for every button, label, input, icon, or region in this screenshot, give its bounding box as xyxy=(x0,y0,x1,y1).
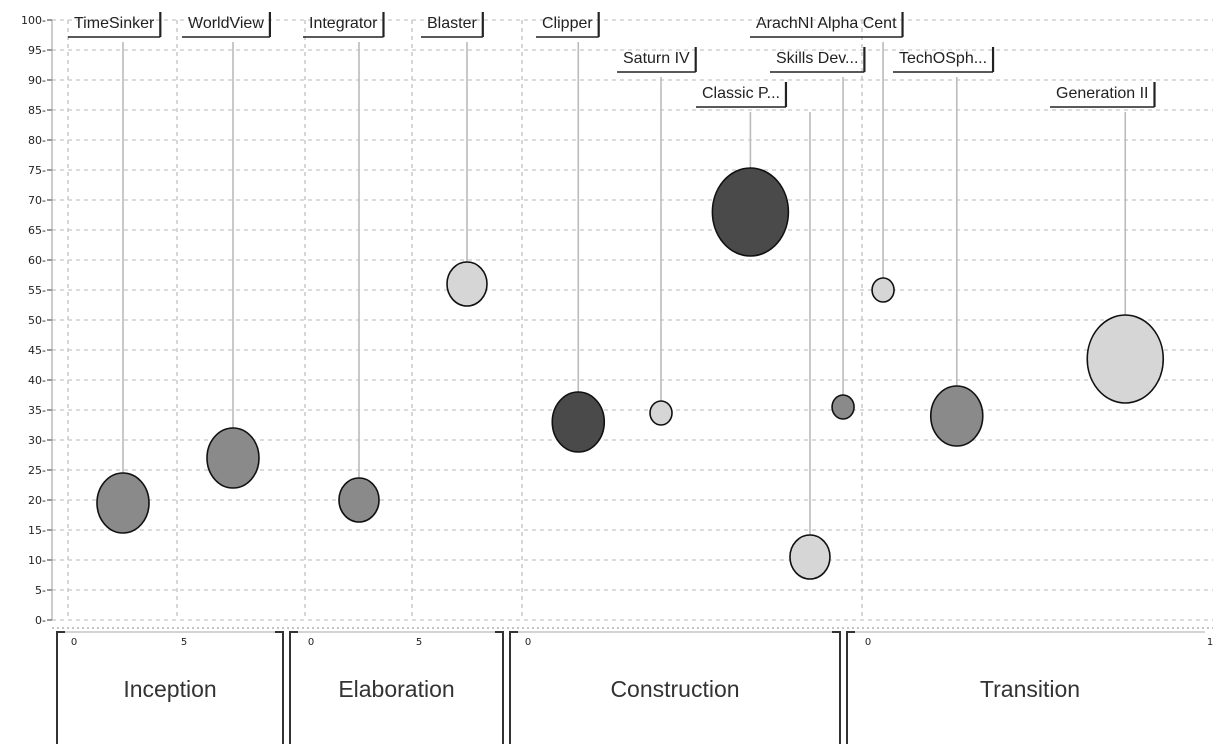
phase-panel-transition: Transition 0 1 xyxy=(846,631,1213,744)
bubble-label-text: Clipper xyxy=(542,15,593,32)
y-tick-label: 20- xyxy=(28,494,46,507)
bubble-label: WorldView xyxy=(182,12,271,38)
phase-tick-label: 0 xyxy=(71,637,77,648)
bubble-label: Skills Dev... xyxy=(770,47,866,73)
y-tick-label: 85- xyxy=(28,104,46,117)
y-tick-label: 0- xyxy=(35,614,46,627)
bubble xyxy=(929,385,984,447)
y-axis: 0- 5- 10- 15- 20- 25- 30- 35- 40- 45- 50- 55- 60- 65-… xyxy=(21,14,53,627)
bubble-label-text: TechOSph... xyxy=(899,50,987,67)
phase-bracket-right xyxy=(495,631,504,744)
bubble-label-text: Integrator xyxy=(309,15,378,32)
bubble-label-text: Classic P... xyxy=(702,85,780,102)
bubble-label: Classic P... xyxy=(696,82,788,108)
y-tick-label: 90- xyxy=(28,74,46,87)
bubble xyxy=(96,472,150,534)
grid xyxy=(52,19,1213,621)
y-tick-label: 50- xyxy=(28,314,46,327)
y-tick-label: 75- xyxy=(28,164,46,177)
bubble xyxy=(338,477,380,523)
phase-bracket-left xyxy=(846,631,855,744)
bubble-label: TechOSph... xyxy=(893,47,995,73)
y-tick-label: 100- xyxy=(21,14,46,27)
bubble xyxy=(871,277,895,303)
bubbles xyxy=(96,167,1165,580)
phase-bracket-left xyxy=(56,631,65,744)
bubble-label-text: Generation II xyxy=(1056,85,1149,102)
bubble-label: Clipper xyxy=(536,12,600,38)
bubble-label-text: Saturn IV xyxy=(623,50,690,67)
bubble-label: TimeSinker xyxy=(68,12,162,38)
y-tick-label: 65- xyxy=(28,224,46,237)
bubble-label-text: WorldView xyxy=(188,15,264,32)
phase-tick-label: 5 xyxy=(181,637,187,648)
y-tick-label: 40- xyxy=(28,374,46,387)
y-tick-label: 80- xyxy=(28,134,46,147)
phase-name: Inception xyxy=(123,676,216,702)
phase-bracket-right xyxy=(275,631,284,744)
bubble xyxy=(711,167,790,257)
bubble xyxy=(551,391,606,453)
phase-panel-construction: Construction 0 xyxy=(509,631,841,744)
y-tick-label: 30- xyxy=(28,434,46,447)
bubble xyxy=(1086,314,1165,404)
y-tick-label: 70- xyxy=(28,194,46,207)
phase-tick-label: 0 xyxy=(308,637,314,648)
bubble-label-text: Blaster xyxy=(427,15,477,32)
bubble-label: Saturn IV xyxy=(617,47,697,73)
y-tick-label: 60- xyxy=(28,254,46,267)
phase-tick-label: 0 xyxy=(865,637,871,648)
phase-tick-label: 5 xyxy=(416,637,422,648)
bubble xyxy=(649,400,673,426)
y-tick-label: 15- xyxy=(28,524,46,537)
bubble xyxy=(789,534,831,580)
phase-tick-label: 1 xyxy=(1207,637,1213,648)
bubble-label-text: Skills Dev... xyxy=(776,50,858,67)
phase-tick-label: 0 xyxy=(525,637,531,648)
y-tick-label: 25- xyxy=(28,464,46,477)
bubble-label: Generation II xyxy=(1050,82,1156,108)
phase-name: Construction xyxy=(610,676,739,702)
phase-name: Transition xyxy=(980,676,1080,702)
bubble-label: ArachNI Alpha Cent xyxy=(750,12,904,38)
bubble xyxy=(446,261,488,307)
phase-bracket-left xyxy=(289,631,298,744)
bubble-label-text: ArachNI Alpha Cent xyxy=(756,15,897,32)
y-tick-label: 5- xyxy=(35,584,46,597)
bubble-label-text: TimeSinker xyxy=(74,15,155,32)
bubble xyxy=(831,394,855,420)
y-tick-label: 35- xyxy=(28,404,46,417)
bubble-label: Integrator xyxy=(303,12,385,38)
y-tick-label: 95- xyxy=(28,44,46,57)
phase-panel-inception: Inception 0 5 xyxy=(56,631,284,744)
bubble xyxy=(206,427,260,489)
phase-panel-elaboration: Elaboration 0 5 xyxy=(289,631,504,744)
y-tick-label: 10- xyxy=(28,554,46,567)
y-tick-label: 55- xyxy=(28,284,46,297)
leader-lines xyxy=(122,42,1127,535)
phase-bracket-left xyxy=(509,631,518,744)
phase-name: Elaboration xyxy=(338,676,454,702)
bubble-label: Blaster xyxy=(421,12,484,38)
phase-bracket-right xyxy=(832,631,841,744)
bubble-labels: TimeSinker WorldView Integrator Blaster Clip… xyxy=(68,12,1156,108)
y-tick-label: 45- xyxy=(28,344,46,357)
